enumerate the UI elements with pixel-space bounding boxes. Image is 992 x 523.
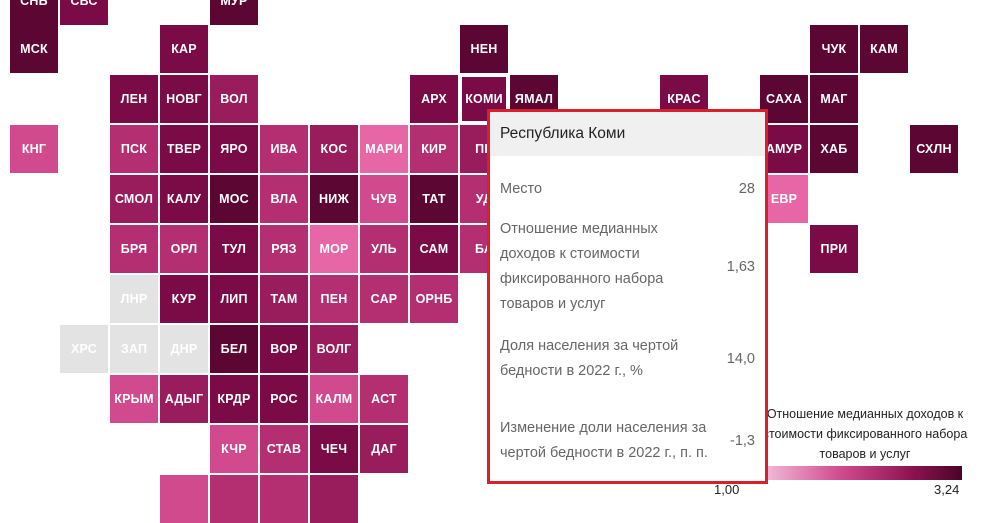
region-tile-КРЫМ[interactable]: КРЫМ xyxy=(110,375,158,423)
tooltip-row-income-ratio: Отношение медианных доходов к стоимости … xyxy=(490,217,765,317)
region-tile-ПЕН[interactable]: ПЕН xyxy=(310,275,358,323)
tooltip-value: 28 xyxy=(738,180,755,197)
tooltip-row-rank: Место 28 xyxy=(490,166,765,212)
region-tile-САР[interactable]: САР xyxy=(360,275,408,323)
region-tile-МАГ[interactable]: МАГ xyxy=(810,75,858,123)
region-tile-ПРИ[interactable]: ПРИ xyxy=(810,225,858,273)
tooltip-row-poverty-change: Изменение доли населения за чертой бедно… xyxy=(490,403,765,479)
region-tile-КИР[interactable]: КИР xyxy=(410,125,458,173)
region-tile-БРЯ[interactable]: БРЯ xyxy=(110,225,158,273)
region-tooltip: Республика Коми Место 28 Отношение медиа… xyxy=(487,109,768,484)
region-tile-КАР[interactable]: КАР xyxy=(160,25,208,73)
region-tile-ЗАП[interactable]: ЗАП xyxy=(110,325,158,373)
tooltip-label: Доля населения за чертой бедности в 2022… xyxy=(500,338,679,379)
tooltip-label: Место xyxy=(500,181,543,197)
region-tile-ВОР[interactable]: ВОР xyxy=(260,325,308,373)
tooltip-row-poverty-share: Доля населения за чертой бедности в 2022… xyxy=(490,333,765,385)
region-tile-КАЛУ[interactable]: КАЛУ xyxy=(160,175,208,223)
region-tile-ЛЕН[interactable]: ЛЕН xyxy=(110,75,158,123)
legend-title: Отношение медианных доходов к стоимости … xyxy=(762,407,968,461)
region-tile-АДЫГ[interactable]: АДЫГ xyxy=(160,375,208,423)
region-tile-БЕЛ[interactable]: БЕЛ xyxy=(210,325,258,373)
region-tile[interactable] xyxy=(310,475,358,523)
region-tile-МАРИ[interactable]: МАРИ xyxy=(360,125,408,173)
region-tile-ОРНБ[interactable]: ОРНБ xyxy=(410,275,458,323)
region-tile-ТУЛ[interactable]: ТУЛ xyxy=(210,225,258,273)
region-tile-КЧР[interactable]: КЧР xyxy=(210,425,258,473)
region-tile-КОС[interactable]: КОС xyxy=(310,125,358,173)
region-tile-УЛЬ[interactable]: УЛЬ xyxy=(360,225,408,273)
region-tile-ДАГ[interactable]: ДАГ xyxy=(360,425,408,473)
region-tile-МОР[interactable]: МОР xyxy=(310,225,358,273)
region-tile-ХРС[interactable]: ХРС xyxy=(60,325,108,373)
region-tile-ЧУВ[interactable]: ЧУВ xyxy=(360,175,408,223)
region-tile-ВОЛ[interactable]: ВОЛ xyxy=(210,75,258,123)
region-tile[interactable] xyxy=(210,475,258,523)
tile-grid-map: СНБ СВС МУР МСК КАР НЕН ЧУК КАМ ЛЕН НОВГ ВОЛ АРХ КОМ… xyxy=(10,0,958,523)
region-tile-ЯРО[interactable]: ЯРО xyxy=(210,125,258,173)
region-tile-ТАТ[interactable]: ТАТ xyxy=(410,175,458,223)
region-tile-САМ[interactable]: САМ xyxy=(410,225,458,273)
legend-min-label: 1,00 xyxy=(714,482,740,497)
region-tile-КАМ[interactable]: КАМ xyxy=(860,25,908,73)
region-tile-КУР[interactable]: КУР xyxy=(160,275,208,323)
region-tile-ВЛА[interactable]: ВЛА xyxy=(260,175,308,223)
region-tile-НЕН[interactable]: НЕН xyxy=(460,25,508,73)
region-tile-ТАМ[interactable]: ТАМ xyxy=(260,275,308,323)
region-tile-МОС[interactable]: МОС xyxy=(210,175,258,223)
region-tile-СХЛН[interactable]: СХЛН xyxy=(910,125,958,173)
region-tile-МУР[interactable]: МУР xyxy=(210,0,258,25)
region-tile-РОС[interactable]: РОС xyxy=(260,375,308,423)
region-tile-КАЛМ[interactable]: КАЛМ xyxy=(310,375,358,423)
tooltip-value: 14,0 xyxy=(726,350,755,367)
region-tile-РЯЗ[interactable]: РЯЗ xyxy=(260,225,308,273)
region-tile-ОРЛ[interactable]: ОРЛ xyxy=(160,225,208,273)
region-tile[interactable] xyxy=(260,475,308,523)
region-tile-НИЖ[interactable]: НИЖ xyxy=(310,175,358,223)
tooltip-label: Отношение медианных доходов к стоимости … xyxy=(500,221,664,312)
region-tile-ЛНР[interactable]: ЛНР xyxy=(110,275,158,323)
tooltip-value: 1,63 xyxy=(726,258,755,275)
region-tile-НОВГ[interactable]: НОВГ xyxy=(160,75,208,123)
region-tile-КРДР[interactable]: КРДР xyxy=(210,375,258,423)
legend-gradient-bar xyxy=(760,466,962,480)
region-tile-СНБ[interactable]: СНБ xyxy=(10,0,58,25)
region-tile-ЛИП[interactable]: ЛИП xyxy=(210,275,258,323)
region-tile-ЕВР[interactable]: ЕВР xyxy=(760,175,808,223)
region-tile-САХА[interactable]: САХА xyxy=(760,75,808,123)
region-tile-МСК[interactable]: МСК xyxy=(10,25,58,73)
tooltip-label: Изменение доли населения за чертой бедно… xyxy=(500,420,708,461)
region-tile-ДНР[interactable]: ДНР xyxy=(160,325,208,373)
region-tile-СМОЛ[interactable]: СМОЛ xyxy=(110,175,158,223)
region-tile-ПСК[interactable]: ПСК xyxy=(110,125,158,173)
region-tile-ВОЛГ[interactable]: ВОЛГ xyxy=(310,325,358,373)
region-tile-ЧЕЧ[interactable]: ЧЕЧ xyxy=(310,425,358,473)
region-tile-АМУР[interactable]: АМУР xyxy=(760,125,808,173)
tooltip-value: -1,3 xyxy=(730,432,755,449)
region-tile-СТАВ[interactable]: СТАВ xyxy=(260,425,308,473)
region-tile-КНГ[interactable]: КНГ xyxy=(10,125,58,173)
region-tile-СВС[interactable]: СВС xyxy=(60,0,108,25)
region-tile[interactable] xyxy=(160,475,208,523)
region-tile-ХАБ[interactable]: ХАБ xyxy=(810,125,858,173)
legend-max-label: 3,24 xyxy=(934,482,960,497)
region-tile-АРХ[interactable]: АРХ xyxy=(410,75,458,123)
region-tile-АСТ[interactable]: АСТ xyxy=(360,375,408,423)
region-tile-ТВЕР[interactable]: ТВЕР xyxy=(160,125,208,173)
region-tile-ИВА[interactable]: ИВА xyxy=(260,125,308,173)
tooltip-region-name: Республика Коми xyxy=(490,112,765,156)
region-tile-ЧУК[interactable]: ЧУК xyxy=(810,25,858,73)
